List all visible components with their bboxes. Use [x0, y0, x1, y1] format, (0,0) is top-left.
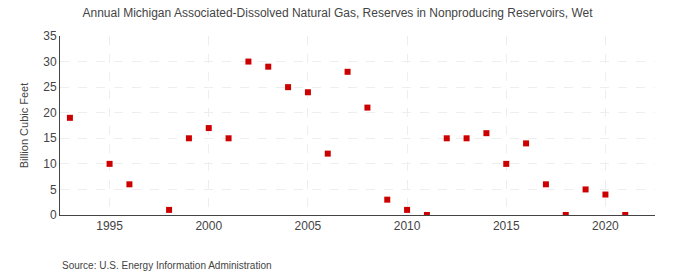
svg-text:2010: 2010: [394, 219, 421, 233]
svg-text:Source: U.S. Energy Informatio: Source: U.S. Energy Information Administ…: [62, 260, 272, 271]
svg-text:Annual Michigan Associated-Dis: Annual Michigan Associated-Dissolved Nat…: [82, 6, 593, 20]
svg-text:35: 35: [43, 29, 57, 43]
svg-text:2000: 2000: [195, 219, 222, 233]
svg-text:2015: 2015: [493, 219, 520, 233]
svg-text:2005: 2005: [295, 219, 322, 233]
svg-text:20: 20: [43, 106, 57, 120]
svg-text:10: 10: [43, 157, 57, 171]
svg-text:5: 5: [50, 183, 57, 197]
svg-text:25: 25: [43, 80, 57, 94]
svg-text:15: 15: [43, 131, 57, 145]
svg-text:2020: 2020: [592, 219, 619, 233]
svg-text:30: 30: [43, 55, 57, 69]
svg-text:1995: 1995: [96, 219, 123, 233]
svg-text:Billion Cubic Feet: Billion Cubic Feet: [18, 83, 30, 169]
svg-text:0: 0: [50, 208, 57, 222]
